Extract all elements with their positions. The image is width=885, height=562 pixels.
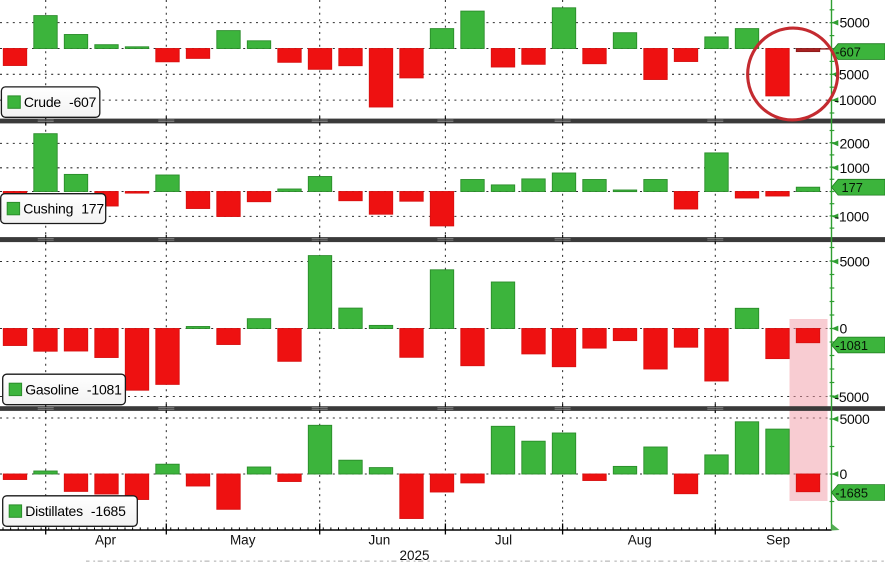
svg-text:5000: 5000 xyxy=(840,254,870,270)
svg-text:Sep: Sep xyxy=(766,533,790,548)
svg-text:-1685: -1685 xyxy=(835,485,868,500)
svg-text:-607: -607 xyxy=(835,44,861,59)
svg-text:2000: 2000 xyxy=(840,135,870,151)
svg-text:Jun: Jun xyxy=(369,533,391,548)
svg-text:-5000: -5000 xyxy=(835,389,870,405)
svg-text:-1081: -1081 xyxy=(87,381,122,397)
svg-text:-5000: -5000 xyxy=(835,66,870,82)
svg-text:0: 0 xyxy=(840,466,848,482)
svg-text:5000: 5000 xyxy=(840,15,870,31)
svg-text:-1685: -1685 xyxy=(91,503,126,519)
svg-text:Jul: Jul xyxy=(495,533,512,548)
svg-text:2025: 2025 xyxy=(399,548,429,562)
svg-text:177: 177 xyxy=(81,201,104,217)
svg-text:Gasoline: Gasoline xyxy=(25,381,79,397)
svg-text:Distillates: Distillates xyxy=(25,503,83,519)
svg-text:-1000: -1000 xyxy=(835,208,870,224)
svg-text:-1081: -1081 xyxy=(835,338,868,353)
svg-text:Crude: Crude xyxy=(24,94,62,110)
svg-text:177: 177 xyxy=(842,180,863,195)
svg-text:5000: 5000 xyxy=(840,411,870,427)
svg-text:-10000: -10000 xyxy=(835,92,877,108)
svg-text:Apr: Apr xyxy=(95,533,117,548)
svg-text:0: 0 xyxy=(840,321,848,337)
svg-text:May: May xyxy=(230,533,256,548)
svg-text:1000: 1000 xyxy=(840,160,870,176)
svg-text:-607: -607 xyxy=(69,94,97,110)
svg-text:Cushing: Cushing xyxy=(23,201,73,217)
svg-text:Aug: Aug xyxy=(628,533,652,548)
